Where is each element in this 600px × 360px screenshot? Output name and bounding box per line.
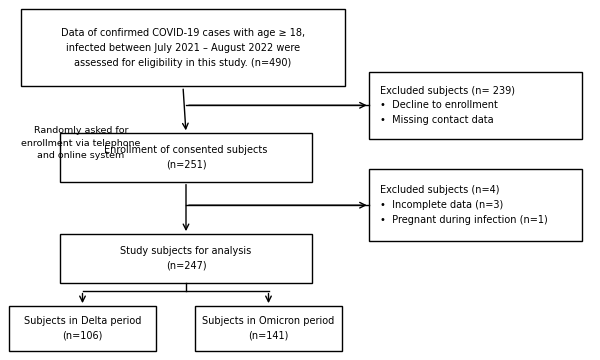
- FancyBboxPatch shape: [9, 306, 156, 351]
- Text: Subjects in Delta period
(n=106): Subjects in Delta period (n=106): [24, 316, 141, 341]
- FancyBboxPatch shape: [369, 72, 582, 139]
- FancyBboxPatch shape: [369, 169, 582, 241]
- Text: Excluded subjects (n=4)
•  Incomplete data (n=3)
•  Pregnant during infection (n: Excluded subjects (n=4) • Incomplete dat…: [380, 185, 548, 225]
- Text: Study subjects for analysis
(n=247): Study subjects for analysis (n=247): [121, 246, 251, 271]
- FancyBboxPatch shape: [21, 9, 345, 86]
- Text: Subjects in Omicron period
(n=141): Subjects in Omicron period (n=141): [202, 316, 335, 341]
- Text: Randomly asked for
enrollment via telephone
and online system: Randomly asked for enrollment via teleph…: [22, 126, 140, 160]
- FancyBboxPatch shape: [60, 133, 312, 182]
- FancyBboxPatch shape: [60, 234, 312, 283]
- Text: Enrollment of consented subjects
(n=251): Enrollment of consented subjects (n=251): [104, 145, 268, 170]
- Text: Excluded subjects (n= 239)
•  Decline to enrollment
•  Missing contact data: Excluded subjects (n= 239) • Decline to …: [380, 85, 515, 125]
- Text: Data of confirmed COVID-19 cases with age ≥ 18,
infected between July 2021 – Aug: Data of confirmed COVID-19 cases with ag…: [61, 28, 305, 68]
- FancyBboxPatch shape: [195, 306, 342, 351]
